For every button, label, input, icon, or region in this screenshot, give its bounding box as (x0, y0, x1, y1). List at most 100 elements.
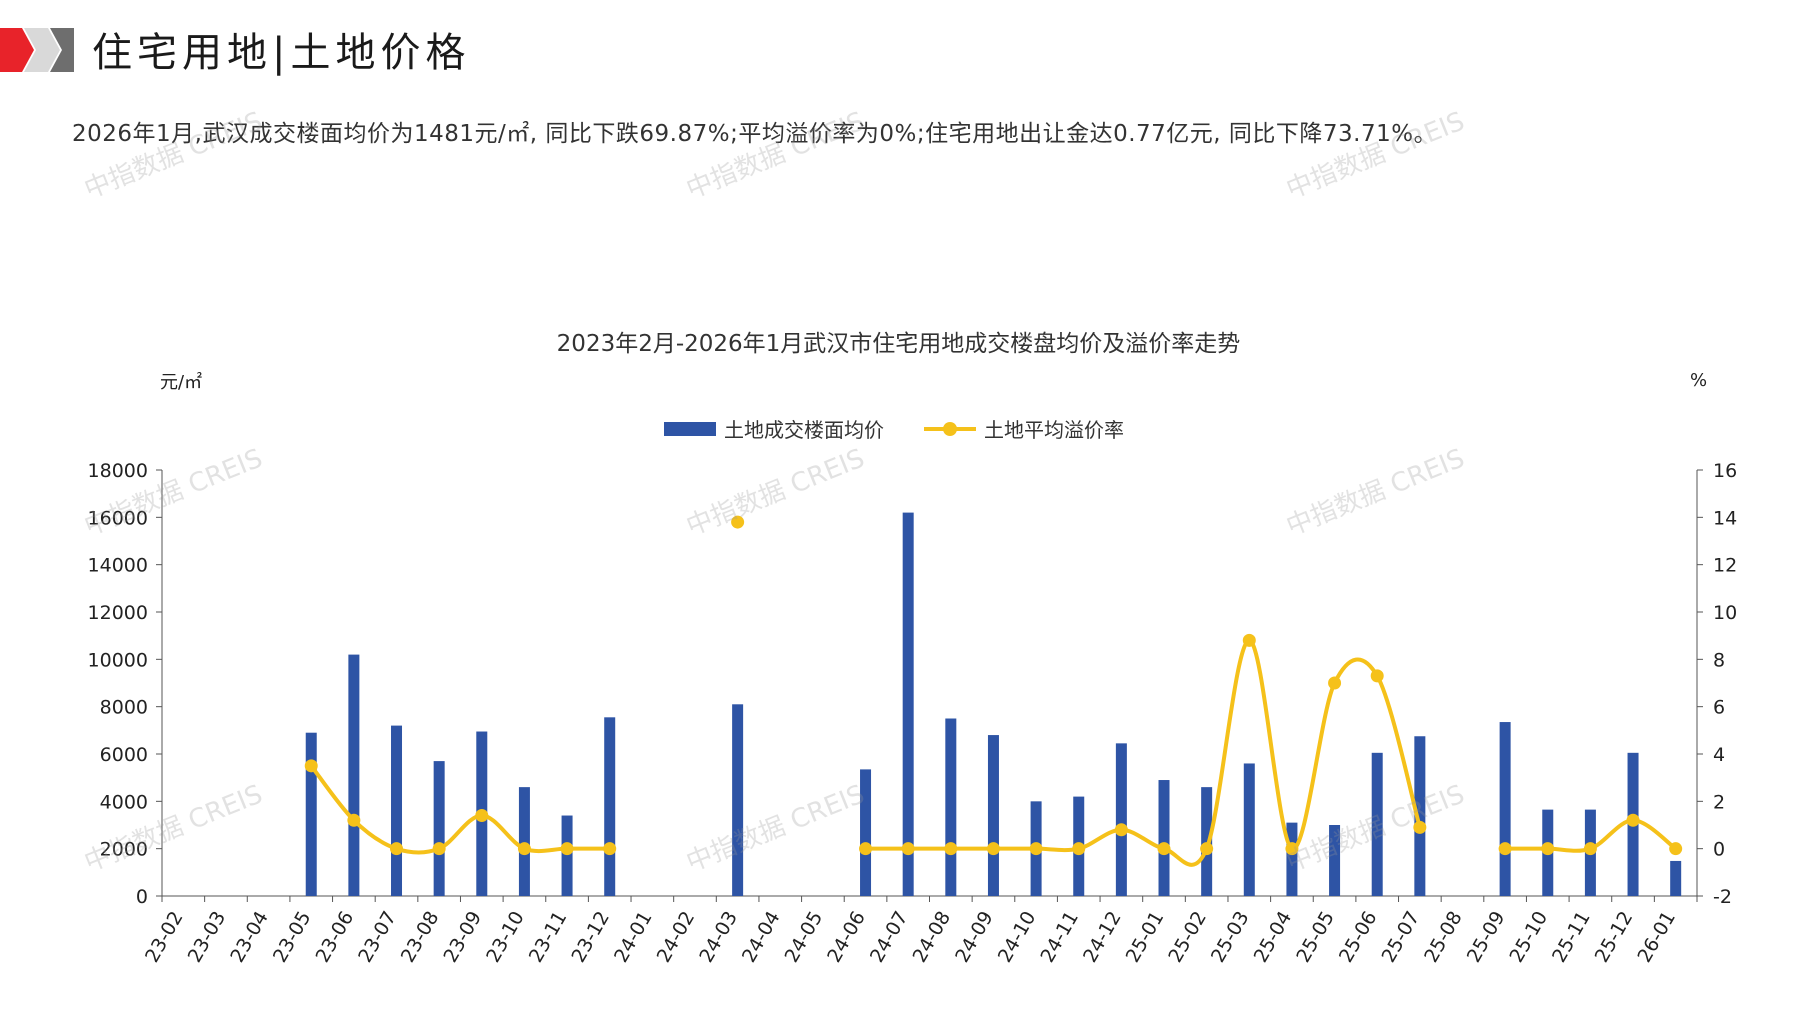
bar-23-11 (561, 815, 573, 896)
point-25-05 (1328, 676, 1342, 690)
left-tick-label: 4000 (100, 791, 148, 813)
point-23-10 (517, 842, 531, 856)
point-24-11 (1072, 842, 1086, 856)
bar-25-03 (1243, 763, 1255, 896)
x-tick-label: 25-01 (1122, 908, 1169, 967)
bar-25-02 (1201, 787, 1213, 896)
x-tick-label: 24-03 (695, 908, 742, 967)
x-tick-label: 24-10 (994, 908, 1041, 967)
point-24-09 (986, 842, 1000, 856)
point-23-07 (390, 842, 404, 856)
x-tick-label: 24-08 (908, 908, 955, 967)
bar-24-03 (732, 704, 744, 896)
left-tick-label: 12000 (88, 602, 148, 624)
point-25-07 (1413, 820, 1427, 834)
point-24-10 (1029, 842, 1043, 856)
x-tick-label: 25-08 (1420, 908, 1467, 967)
point-25-01 (1157, 842, 1171, 856)
right-tick-label: -2 (1713, 886, 1732, 908)
bar-25-07 (1414, 736, 1426, 896)
right-tick-label: 8 (1713, 649, 1725, 671)
x-tick-label: 23-06 (312, 908, 359, 967)
x-tick-label: 24-05 (781, 908, 828, 967)
point-24-03 (731, 515, 745, 529)
x-tick-label: 23-03 (184, 908, 231, 967)
point-24-08 (944, 842, 958, 856)
point-23-12 (603, 842, 617, 856)
bar-25-01 (1158, 780, 1170, 896)
left-tick-label: 2000 (100, 839, 148, 861)
chart-legend: 土地成交楼面均价 土地平均溢价率 (664, 414, 1164, 443)
right-tick-label: 6 (1713, 697, 1725, 719)
x-tick-label: 25-11 (1548, 908, 1595, 967)
point-24-07 (901, 842, 915, 856)
point-25-09 (1498, 842, 1512, 856)
x-tick-label: 23-10 (482, 908, 529, 967)
point-24-12 (1114, 823, 1128, 837)
right-tick-label: 12 (1713, 555, 1737, 577)
point-25-04 (1285, 842, 1299, 856)
legend-item-line: 土地平均溢价率 (924, 414, 1124, 443)
x-tick-label: 24-12 (1079, 908, 1126, 967)
point-25-06 (1370, 669, 1384, 683)
point-25-02 (1200, 842, 1214, 856)
right-tick-label: 0 (1713, 839, 1725, 861)
x-tick-label: 23-09 (439, 908, 486, 967)
left-tick-label: 18000 (88, 460, 148, 482)
legend-label-bar: 土地成交楼面均价 (724, 418, 884, 442)
left-tick-label: 16000 (88, 507, 148, 529)
bar-25-04 (1286, 822, 1298, 896)
left-tick-label: 8000 (100, 697, 148, 719)
right-tick-label: 16 (1713, 460, 1737, 482)
x-tick-label: 24-07 (866, 908, 913, 967)
x-tick-label: 23-04 (226, 908, 273, 967)
point-26-01 (1669, 842, 1683, 856)
summary-text: 2026年1月,武汉成交楼面均价为1481元/㎡, 同比下跌69.87%;平均溢… (72, 121, 1438, 147)
x-tick-label: 25-07 (1378, 908, 1425, 967)
x-tick-label: 23-05 (269, 908, 316, 967)
right-axis-unit: % (1690, 370, 1708, 391)
bar-24-06 (860, 769, 872, 896)
right-tick-label: 10 (1713, 602, 1737, 624)
bar-23-05 (305, 732, 317, 896)
left-tick-label: 10000 (88, 649, 148, 671)
bar-25-06 (1371, 752, 1383, 896)
x-tick-label: 23-11 (525, 908, 572, 967)
bar-23-08 (433, 761, 445, 896)
x-tick-label: 25-09 (1463, 908, 1510, 967)
left-tick-label: 14000 (88, 555, 148, 577)
x-tick-label: 25-03 (1207, 908, 1254, 967)
bar-25-09 (1499, 722, 1511, 896)
page-title: 住宅用地|土地价格 (92, 30, 471, 76)
x-tick-label: 24-11 (1036, 908, 1083, 967)
right-tick-label: 2 (1713, 791, 1725, 813)
bar-23-06 (348, 654, 360, 896)
x-tick-label: 25-10 (1505, 908, 1552, 967)
x-tick-label: 24-04 (738, 908, 785, 967)
point-25-12 (1626, 813, 1640, 827)
x-tick-label: 26-01 (1633, 908, 1680, 967)
bar-24-08 (945, 718, 957, 896)
bar-25-05 (1329, 825, 1341, 896)
point-25-03 (1242, 633, 1256, 647)
point-25-11 (1583, 842, 1597, 856)
bar-23-07 (391, 725, 403, 896)
point-23-11 (560, 842, 574, 856)
bar-24-12 (1115, 743, 1127, 896)
x-tick-label: 24-02 (653, 908, 700, 967)
bar-23-12 (604, 717, 616, 896)
point-23-06 (347, 813, 361, 827)
x-tick-label: 25-04 (1250, 908, 1297, 967)
brand-logo (0, 28, 74, 72)
legend-item-bar: 土地成交楼面均价 (664, 414, 884, 443)
legend-label-line: 土地平均溢价率 (984, 418, 1124, 442)
legend-swatch-line (924, 421, 976, 436)
x-tick-label: 24-06 (823, 908, 870, 967)
point-23-09 (475, 809, 489, 823)
x-tick-label: 25-12 (1591, 908, 1638, 967)
x-tick-label: 25-06 (1335, 908, 1382, 967)
bar-24-07 (902, 512, 914, 896)
left-tick-label: 6000 (100, 744, 148, 766)
bar-23-10 (518, 787, 530, 896)
x-tick-label: 23-12 (567, 908, 614, 967)
